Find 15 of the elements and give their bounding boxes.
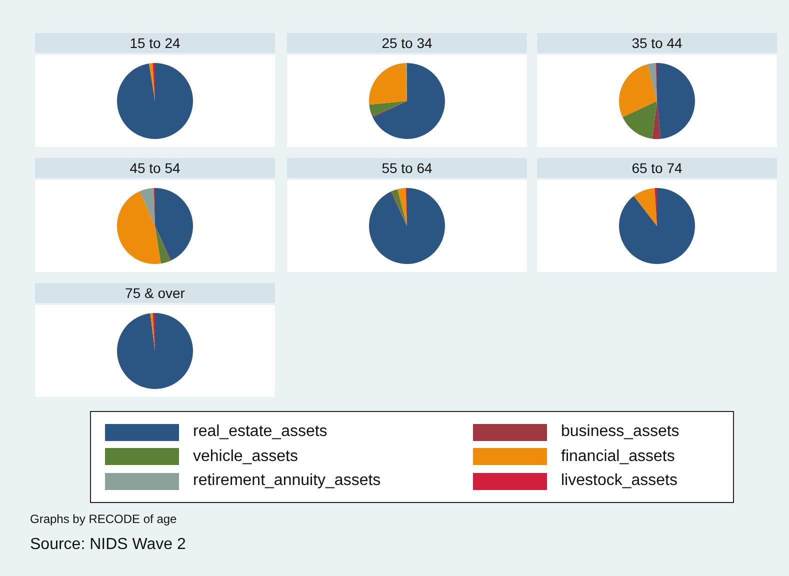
legend-label: real_estate_assets (193, 423, 328, 441)
chart-title: 55 to 64 (287, 158, 527, 178)
legend-label: livestock_assets (561, 472, 678, 490)
chart-title: 25 to 34 (287, 33, 527, 53)
text: Graphs by RECODE of age (30, 512, 177, 526)
chart-title: 65 to 74 (537, 158, 777, 178)
legend-label: vehicle_assets (193, 448, 298, 466)
chart-title: 45 to 54 (35, 158, 275, 178)
chart-title: 75 & over (35, 283, 275, 303)
source-note: Source: NIDS Wave 2 (30, 536, 186, 554)
chart-title: 15 to 24 (35, 33, 275, 53)
legend-label: financial_assets (561, 448, 675, 466)
legend-label: business_assets (561, 423, 680, 441)
legend-label: retirement_annuity_assets (193, 472, 381, 490)
chart-title: 35 to 44 (537, 33, 777, 53)
